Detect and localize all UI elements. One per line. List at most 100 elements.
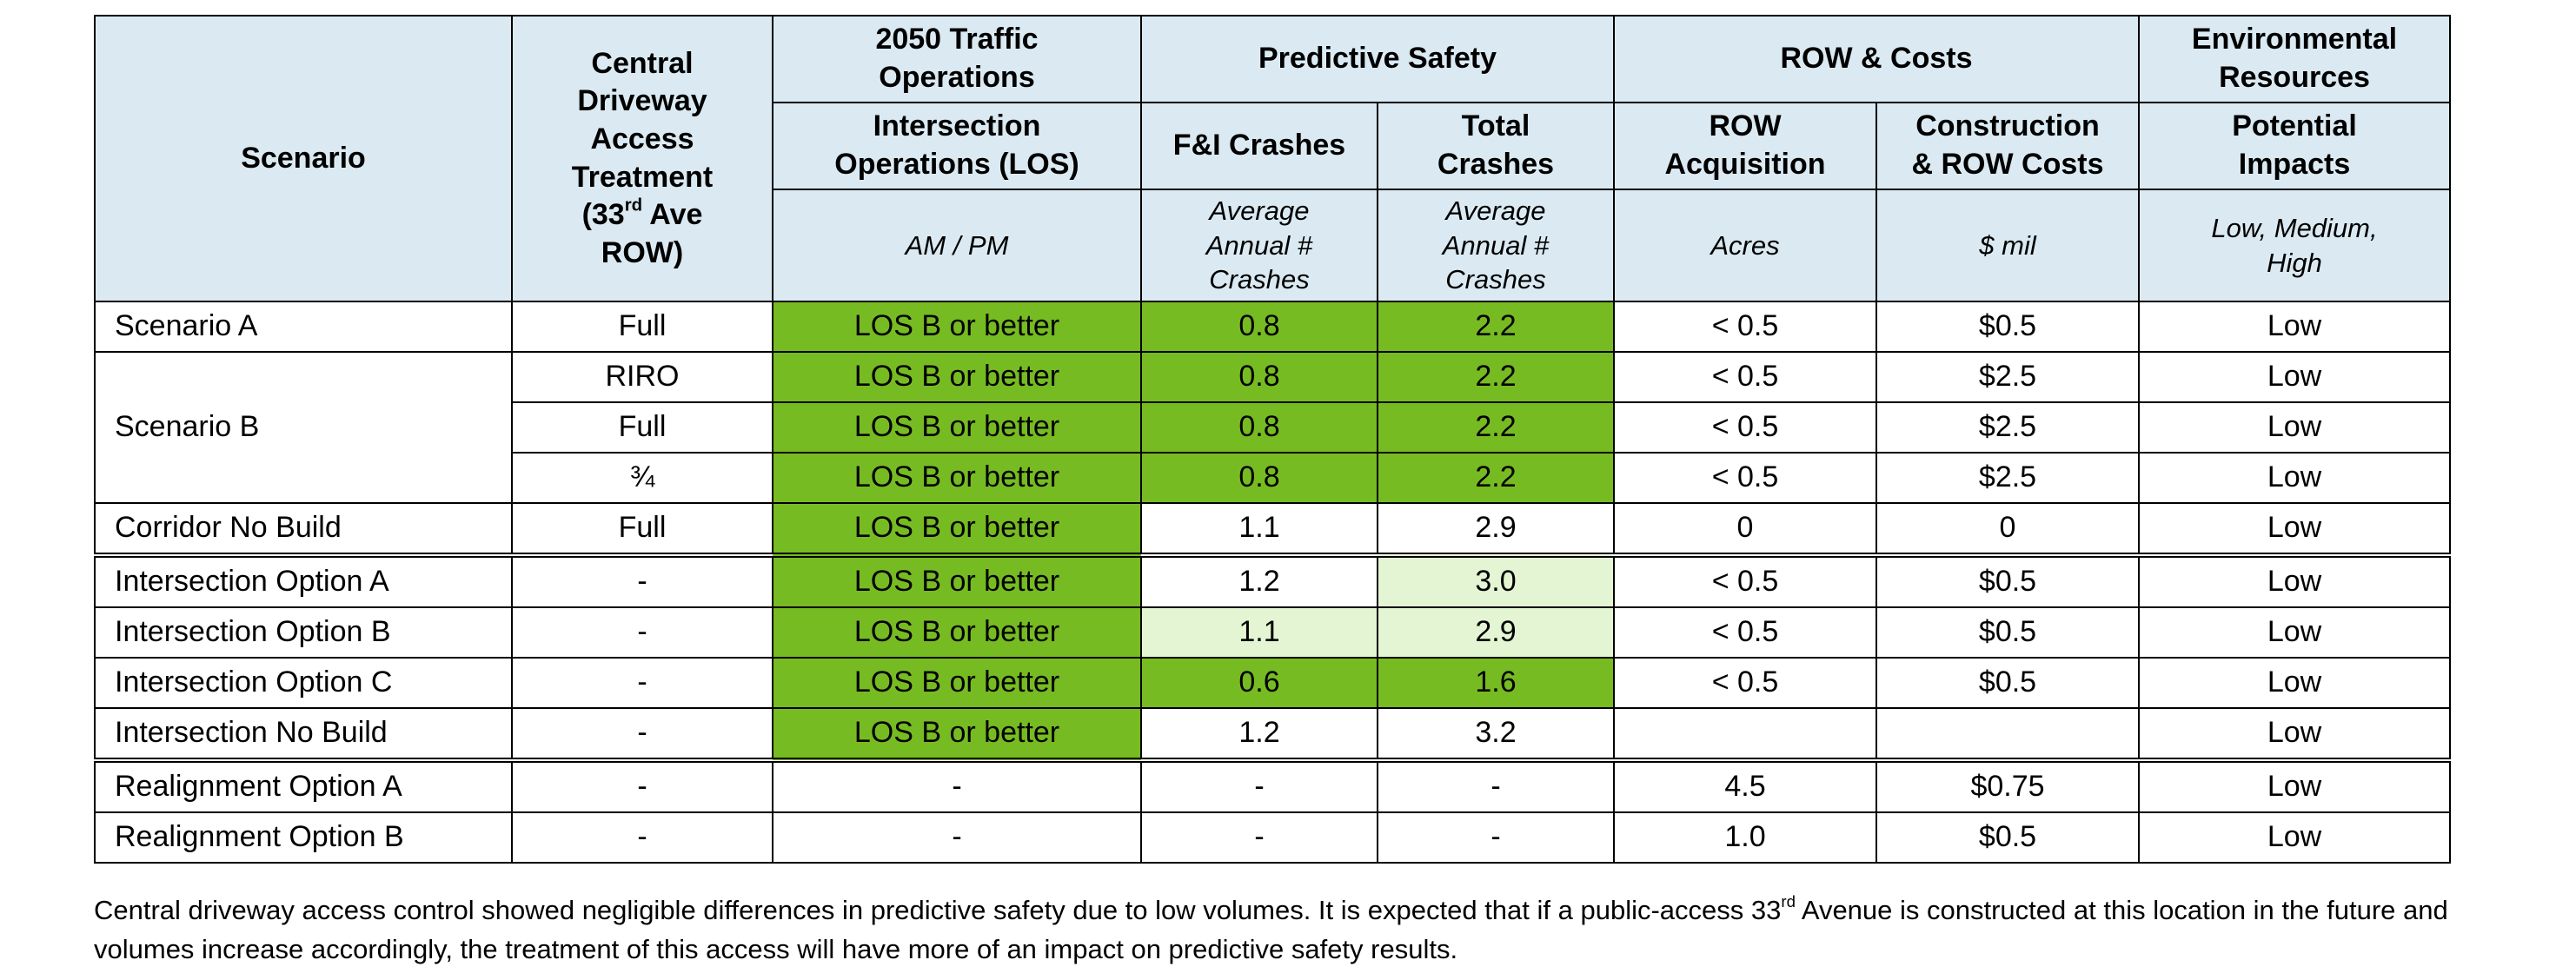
- fi-crashes-cell: 1.1: [1140, 502, 1378, 556]
- fi-crashes-cell: 0.8: [1140, 301, 1378, 353]
- row-acquisition-cell: < 0.5: [1613, 606, 1877, 659]
- total-crashes-cell: 2.2: [1377, 351, 1615, 403]
- los-cell: LOS B or better: [772, 301, 1142, 353]
- total-crashes-cell: 2.2: [1377, 401, 1615, 454]
- los-cell: LOS B or better: [772, 606, 1142, 659]
- table-row: Intersection Option B - LOS B or better …: [94, 606, 2451, 659]
- cost-cell: $0.5: [1876, 811, 2140, 864]
- row-acquisition-cell: < 0.5: [1613, 452, 1877, 504]
- fi-crashes-cell: 0.8: [1140, 452, 1378, 504]
- los-cell: LOS B or better: [772, 707, 1142, 761]
- total-crashes-cell: 2.9: [1377, 606, 1615, 659]
- table-row: ¾ LOS B or better 0.8 2.2 < 0.5 $2.5 Low: [95, 452, 2451, 504]
- row-acquisition-cell: < 0.5: [1613, 553, 1877, 608]
- los-cell: -: [772, 811, 1142, 864]
- table-row: Realignment Option A - - - - 4.5 $0.75 L…: [94, 758, 2451, 813]
- table-row: Intersection Option C - LOS B or better …: [94, 657, 2451, 709]
- header-row-acquisition: ROW Acquisition: [1613, 102, 1877, 190]
- los-cell: LOS B or better: [772, 553, 1142, 608]
- cost-cell: $2.5: [1876, 452, 2140, 504]
- access-cell: Full: [511, 401, 773, 454]
- row-acquisition-cell: < 0.5: [1613, 351, 1877, 403]
- access-cell: -: [511, 811, 773, 864]
- unit-los: AM / PM: [772, 189, 1142, 302]
- scenario-cell: Intersection Option C: [94, 657, 513, 709]
- row-acquisition-cell: < 0.5: [1613, 657, 1877, 709]
- header-construction-costs: Construction & ROW Costs: [1876, 102, 2140, 190]
- unit-cost: $ mil: [1876, 189, 2140, 302]
- unit-total-crashes: Average Annual # Crashes: [1377, 189, 1615, 302]
- evaluation-matrix-table: Scenario Central Driveway Access Treatme…: [94, 15, 2451, 864]
- cost-cell: $0.5: [1876, 657, 2140, 709]
- access-cell: -: [511, 707, 773, 761]
- los-cell: LOS B or better: [772, 502, 1142, 556]
- access-cell: ¾: [511, 452, 773, 504]
- los-cell: LOS B or better: [772, 401, 1142, 454]
- cost-cell: $0.5: [1876, 553, 2140, 608]
- scenario-cell: Corridor No Build: [94, 502, 513, 556]
- env-impact-cell: Low: [2138, 351, 2451, 403]
- row-acquisition-cell: [1613, 707, 1877, 761]
- table-row: Intersection Option A - LOS B or better …: [94, 553, 2451, 608]
- env-impact-cell: Low: [2138, 452, 2451, 504]
- los-cell: LOS B or better: [772, 351, 1142, 403]
- env-impact-cell: Low: [2138, 301, 2451, 353]
- row-acquisition-cell: < 0.5: [1613, 301, 1877, 353]
- fi-crashes-cell: -: [1140, 758, 1378, 813]
- env-impact-cell: Low: [2138, 811, 2451, 864]
- env-impact-cell: Low: [2138, 553, 2451, 608]
- fi-crashes-cell: 0.8: [1140, 351, 1378, 403]
- header-row-costs-group: ROW & Costs: [1613, 15, 2140, 103]
- table-row: Scenario A Full LOS B or better 0.8 2.2 …: [94, 301, 2451, 353]
- total-crashes-cell: 2.2: [1377, 301, 1615, 353]
- row-acquisition-cell: 0: [1613, 502, 1877, 556]
- unit-acres: Acres: [1613, 189, 1877, 302]
- fi-crashes-cell: 0.6: [1140, 657, 1378, 709]
- table-row: Realignment Option B - - - - 1.0 $0.5 Lo…: [94, 811, 2451, 864]
- cost-cell: $0.5: [1876, 301, 2140, 353]
- total-crashes-cell: 2.9: [1377, 502, 1615, 556]
- table-header: Scenario Central Driveway Access Treatme…: [94, 15, 2451, 302]
- header-total-crashes: Total Crashes: [1377, 102, 1615, 190]
- unit-env: Low, Medium, High: [2138, 189, 2451, 302]
- unit-fi-crashes: Average Annual # Crashes: [1140, 189, 1378, 302]
- cost-cell: [1876, 707, 2140, 761]
- total-crashes-cell: 1.6: [1377, 657, 1615, 709]
- table-body: Scenario A Full LOS B or better 0.8 2.2 …: [94, 301, 2451, 864]
- table-footnote: Central driveway access control showed n…: [94, 892, 2448, 964]
- access-cell: -: [511, 553, 773, 608]
- scenario-cell: Realignment Option B: [94, 811, 513, 864]
- access-cell: -: [511, 758, 773, 813]
- fi-crashes-cell: 1.1: [1140, 606, 1378, 659]
- header-scenario: Scenario: [94, 15, 513, 302]
- header-potential-impacts: Potential Impacts: [2138, 102, 2451, 190]
- access-cell: RIRO: [511, 351, 773, 403]
- row-acquisition-cell: 4.5: [1613, 758, 1877, 813]
- env-impact-cell: Low: [2138, 707, 2451, 761]
- fi-crashes-cell: 1.2: [1140, 707, 1378, 761]
- scenario-cell: Intersection Option A: [94, 553, 513, 608]
- access-cell: -: [511, 606, 773, 659]
- access-cell: Full: [511, 502, 773, 556]
- row-acquisition-cell: < 0.5: [1613, 401, 1877, 454]
- scenario-cell: Scenario B: [94, 351, 513, 504]
- header-fi-crashes: F&I Crashes: [1140, 102, 1378, 190]
- total-crashes-cell: -: [1377, 758, 1615, 813]
- cost-cell: $2.5: [1876, 401, 2140, 454]
- header-intersection-operations: Intersection Operations (LOS): [772, 102, 1142, 190]
- fi-crashes-cell: 0.8: [1140, 401, 1378, 454]
- scenario-cell: Realignment Option A: [94, 758, 513, 813]
- cost-cell: 0: [1876, 502, 2140, 556]
- header-predictive-safety-group: Predictive Safety: [1140, 15, 1615, 103]
- scenario-cell: Intersection No Build: [94, 707, 513, 761]
- los-cell: -: [772, 758, 1142, 813]
- header-driveway-access: Central Driveway Access Treatment (33rd …: [511, 15, 773, 302]
- los-cell: LOS B or better: [772, 452, 1142, 504]
- total-crashes-cell: 3.0: [1377, 553, 1615, 608]
- table-row: Scenario B RIRO LOS B or better 0.8 2.2 …: [94, 351, 2451, 504]
- total-crashes-cell: 3.2: [1377, 707, 1615, 761]
- access-cell: -: [511, 657, 773, 709]
- env-impact-cell: Low: [2138, 606, 2451, 659]
- row-acquisition-cell: 1.0: [1613, 811, 1877, 864]
- table-row: Corridor No Build Full LOS B or better 1…: [94, 502, 2451, 556]
